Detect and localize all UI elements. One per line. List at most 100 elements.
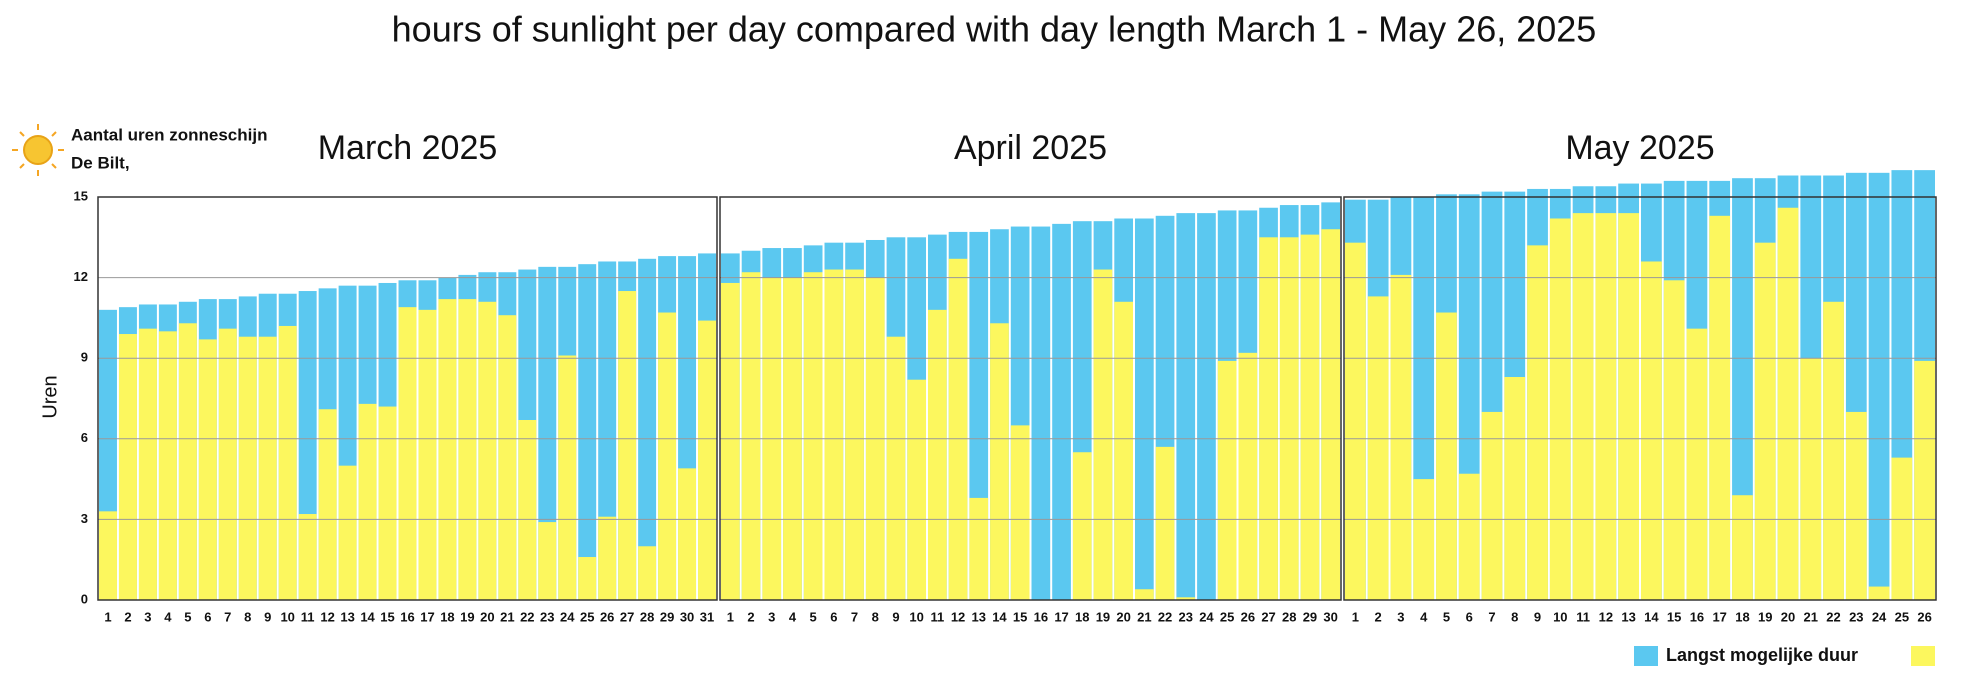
bar [1031,226,1051,600]
bar [1732,495,1753,600]
bar [1300,234,1320,600]
bar [969,497,989,600]
bar [1777,207,1799,600]
x-tick-label: 16 [1690,609,1704,624]
bar [1732,178,1753,600]
bar [1135,589,1154,600]
bar [1595,213,1617,600]
x-tick-label: 3 [144,609,151,624]
x-tick-label: 1 [1352,609,1359,624]
bar [1641,261,1662,600]
header-line: Aantal uren zonneschijn [71,125,267,144]
x-tick-label: 23 [1849,609,1863,624]
x-tick-label: 18 [1735,609,1749,624]
x-tick-label: 22 [1826,609,1840,624]
bar [298,514,317,600]
x-tick-label: 21 [500,609,514,624]
bar [218,328,237,600]
x-tick-label: 8 [1511,609,1518,624]
x-tick-label: 24 [1872,609,1887,624]
x-tick-label: 13 [1621,609,1635,624]
bar [658,312,677,600]
x-tick-label: 17 [1054,609,1068,624]
x-tick-label: 15 [1667,609,1681,624]
legend-swatch [1911,646,1935,666]
x-tick-label: 14 [360,609,375,624]
bar [1436,312,1457,600]
x-tick-label: 13 [340,609,354,624]
x-tick-label: 19 [1096,609,1110,624]
x-tick-label: 31 [700,609,714,624]
bar [1413,479,1435,600]
x-tick-label: 24 [560,609,575,624]
x-tick-label: 11 [301,609,315,624]
x-tick-label: 2 [124,609,131,624]
bar [1279,237,1299,601]
bar [1914,360,1935,600]
x-tick-label: 25 [580,609,594,624]
x-tick-label: 4 [789,609,797,624]
sun-icon [12,124,64,176]
x-tick-label: 1 [727,609,734,624]
x-tick-label: 16 [400,609,414,624]
bar [438,299,457,600]
bar [398,307,417,600]
x-tick-label: 7 [1488,609,1495,624]
bar [948,258,968,600]
bar [418,309,437,600]
x-tick-label: 14 [1644,609,1659,624]
bar [238,336,257,600]
x-tick-label: 3 [1397,609,1404,624]
bar [1052,223,1071,600]
x-tick-label: 14 [992,609,1007,624]
x-tick-label: 5 [810,609,817,624]
x-tick-label: 10 [280,609,294,624]
bar [1155,446,1175,600]
bar [907,379,926,600]
x-tick-label: 7 [851,609,858,624]
bar [678,468,697,600]
bar [1321,229,1340,601]
x-tick-label: 6 [830,609,837,624]
bar [990,323,1009,600]
bar [824,269,844,600]
bar [1135,218,1154,600]
x-tick-label: 19 [1758,609,1772,624]
x-tick-label: 24 [1199,609,1214,624]
chart-title: hours of sunlight per day compared with … [392,9,1597,50]
bar [1217,360,1237,600]
legend-label: Langst mogelijke duur [1666,645,1858,665]
bar [598,516,617,600]
x-tick-label: 25 [1220,609,1234,624]
x-tick-label: 17 [420,609,434,624]
x-tick-label: 29 [1303,609,1317,624]
x-tick-label: 4 [164,609,172,624]
bar [1618,213,1639,600]
x-tick-label: 23 [540,609,554,624]
x-tick-label: 9 [892,609,899,624]
bar [1390,274,1412,600]
x-tick-label: 9 [264,609,271,624]
bar [1010,425,1030,600]
bar [1176,597,1196,600]
x-tick-label: 15 [1013,609,1027,624]
bar [1504,377,1526,600]
bar [1176,213,1196,600]
x-tick-label: 25 [1895,609,1909,624]
y-tick-label: 9 [81,350,88,365]
x-tick-label: 20 [1116,609,1130,624]
x-tick-label: 11 [1576,609,1590,624]
plot-frame [719,196,1342,601]
bar [638,546,657,600]
bar [1868,172,1890,600]
bar [498,315,517,600]
bar [1093,269,1113,600]
x-tick-label: 17 [1712,609,1726,624]
bar [1114,301,1133,600]
bar [741,272,761,600]
y-tick-label: 3 [81,511,88,526]
x-tick-label: 12 [951,609,965,624]
bar [928,309,947,600]
x-tick-label: 1 [104,609,111,624]
bar [198,339,217,600]
